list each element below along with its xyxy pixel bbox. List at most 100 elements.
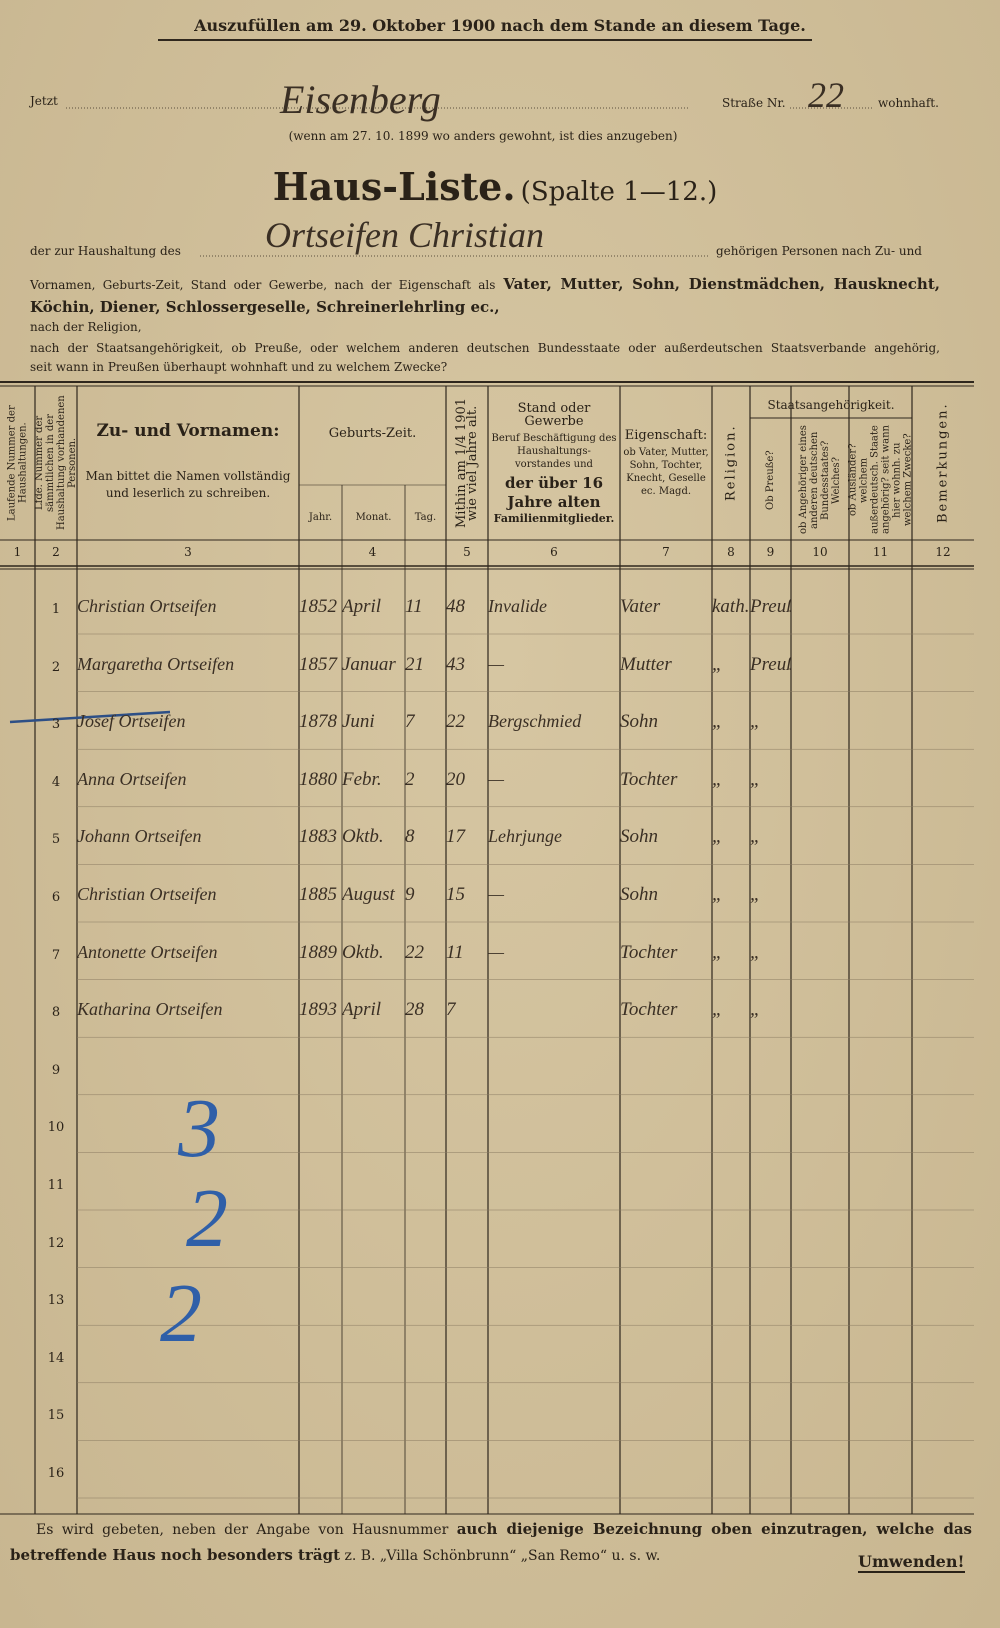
entry-age: 43 xyxy=(446,653,465,675)
entry-name: Antonette Ortseifen xyxy=(77,941,218,962)
group-heading: Staatsangehörigkeit. xyxy=(767,398,895,412)
sub-heading: Jahr. xyxy=(308,512,333,523)
line-bold: Köchin, Diener, Schlossergeselle, Schrei… xyxy=(30,298,500,316)
entry-prussian: Preuß. xyxy=(750,653,791,675)
row-number: 14 xyxy=(47,1350,65,1366)
entry-month: Oktb. xyxy=(342,941,384,963)
entry-prussian: „ xyxy=(750,941,761,963)
turn-over: Umwenden! xyxy=(858,1552,965,1573)
entry-prussian: „ xyxy=(750,711,761,733)
blue-mark: 2 xyxy=(186,1172,228,1265)
entry-religion: „ xyxy=(712,653,723,675)
footer-line: betreffende Haus noch besonders trägt z.… xyxy=(10,1546,660,1564)
footer-text: Es wird gebeten, neben der Angabe von Ha… xyxy=(36,1522,449,1538)
blue-mark: 2 xyxy=(160,1267,202,1360)
row-number: 5 xyxy=(51,832,61,848)
column-heading: ob Angehöriger eines anderen deutschen B… xyxy=(798,425,842,535)
instruction: Auszufüllen am 29. Oktober 1900 nach dem… xyxy=(194,16,806,35)
entry-day: 28 xyxy=(405,999,424,1021)
entry-year: 1883 xyxy=(299,826,337,848)
column-heading: Stand oder Gewerbe xyxy=(517,400,591,429)
column-heading: Religion. xyxy=(723,424,739,502)
entry-religion: „ xyxy=(712,768,723,790)
column-note: Man bittet die Namen vollständig und les… xyxy=(85,468,291,500)
entry-age: 48 xyxy=(446,596,465,617)
column-heading-cell: Zu- und Vornamen: Man bittet die Namen vo… xyxy=(77,386,296,540)
column-heading: Bemerkungen. xyxy=(935,402,951,524)
entry-relation: Tochter xyxy=(620,999,678,1021)
house-number: 22 xyxy=(808,75,844,115)
address-suffix: wohnhaft. xyxy=(878,96,939,110)
column-emphasis: der über 16 Jahre alten xyxy=(504,473,604,511)
entry-religion: „ xyxy=(712,999,723,1021)
column-number: 5 xyxy=(463,545,471,559)
column-note: ob Vater, Mutter, Sohn, Tochter, Knecht,… xyxy=(623,446,709,497)
column-heading: Eigenschaft: xyxy=(624,427,708,443)
entry-prussian: „ xyxy=(750,768,761,790)
column-number: 3 xyxy=(184,545,192,559)
row-number: 2 xyxy=(51,659,61,675)
line-text: Vornamen, Geburts-Zeit, Stand oder Gewer… xyxy=(30,278,496,292)
street-label: Straße Nr. xyxy=(722,96,786,110)
column-tail: Familienmitglieder. xyxy=(493,511,615,525)
column-heading: Zu- und Vornamen: xyxy=(96,420,280,441)
title: Haus-Liste. xyxy=(272,164,516,209)
entry-occupation: Bergschmied xyxy=(488,711,582,732)
entry-name: Katharina Ortseifen xyxy=(77,999,223,1020)
entry-day: 21 xyxy=(405,653,424,675)
subtitle: (Spalte 1—12.) xyxy=(520,177,718,207)
column-heading: ob Ausländer? welchem außerdeutsch. Staa… xyxy=(847,425,914,535)
entry-relation: Tochter xyxy=(620,768,678,790)
entry-year: 1878 xyxy=(299,711,337,733)
instruction-line: Köchin, Diener, Schlossergeselle, Schrei… xyxy=(30,298,940,316)
entry-age: 15 xyxy=(446,884,465,905)
entry-month: August xyxy=(342,884,395,905)
entry-relation: Sohn xyxy=(620,711,658,733)
entry-religion: „ xyxy=(712,941,723,963)
line-text: nach der Religion, xyxy=(30,320,142,334)
entry-day: 2 xyxy=(405,768,415,790)
footer-line: Es wird gebeten, neben der Angabe von Ha… xyxy=(36,1520,972,1538)
footer-bold: betreffende Haus noch besonders trägt xyxy=(10,1546,341,1564)
column-number: 11 xyxy=(872,545,889,559)
instruction-line: nach der Staatsangehörigkeit, ob Preuße,… xyxy=(30,341,940,355)
column-heading: Laufende Nummer der Haushaltungen. xyxy=(6,405,29,521)
column-heading-cell: Stand oder Gewerbe Beruf Beschäftigung de… xyxy=(488,386,617,540)
entry-day: 7 xyxy=(405,711,415,733)
entry-month: Juni xyxy=(342,711,375,733)
line-bold: Vater, Mutter, Sohn, Dienstmädchen, Haus… xyxy=(503,275,940,293)
row-number: 16 xyxy=(47,1466,65,1481)
column-number: 10 xyxy=(812,545,828,559)
entry-month: Oktb. xyxy=(342,826,384,848)
entry-name: Margaretha Ortseifen xyxy=(77,653,235,674)
row-number: 13 xyxy=(47,1293,65,1309)
row-number: 1 xyxy=(51,602,61,617)
entry-age: 11 xyxy=(446,941,464,963)
entry-name: Christian Ortseifen xyxy=(77,596,217,616)
entry-age: 17 xyxy=(446,826,465,848)
row-number: 12 xyxy=(47,1235,65,1251)
entry-age: 22 xyxy=(446,711,465,733)
row-number: 6 xyxy=(51,890,61,905)
entry-year: 1885 xyxy=(299,884,337,905)
row-number: 11 xyxy=(47,1178,65,1193)
entry-year: 1880 xyxy=(299,768,337,790)
blue-mark: 3 xyxy=(178,1082,220,1175)
entry-prussian: „ xyxy=(750,826,761,848)
column-number: 9 xyxy=(766,545,775,559)
column-number: 12 xyxy=(935,545,951,559)
entry-religion: „ xyxy=(712,711,723,733)
row-number: 7 xyxy=(51,947,61,963)
column-heading-cell: Geburts-Zeit. xyxy=(299,386,443,485)
entry-year: 1852 xyxy=(299,596,337,617)
entry-day: 11 xyxy=(405,596,423,617)
entry-religion: „ xyxy=(712,884,723,905)
column-heading: Geburts-Zeit. xyxy=(328,426,417,441)
instruction-line: seit wann in Preußen überhaupt wohnhaft … xyxy=(30,360,940,374)
column-number: 4 xyxy=(368,545,377,559)
row-number: 8 xyxy=(51,1005,61,1021)
entry-day: 8 xyxy=(405,826,415,848)
entry-year: 1893 xyxy=(299,999,337,1021)
entry-month: April xyxy=(342,596,382,617)
